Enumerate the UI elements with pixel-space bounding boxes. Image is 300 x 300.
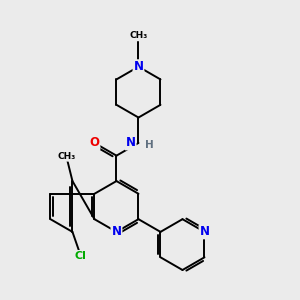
Text: CH₃: CH₃ bbox=[57, 152, 76, 161]
Text: CH₃: CH₃ bbox=[129, 32, 148, 40]
Text: N: N bbox=[126, 136, 136, 149]
Text: N: N bbox=[134, 60, 143, 73]
Text: O: O bbox=[89, 136, 100, 149]
Text: H: H bbox=[146, 140, 154, 150]
Text: Cl: Cl bbox=[75, 251, 87, 261]
Text: N: N bbox=[112, 225, 122, 239]
Text: N: N bbox=[200, 225, 209, 239]
